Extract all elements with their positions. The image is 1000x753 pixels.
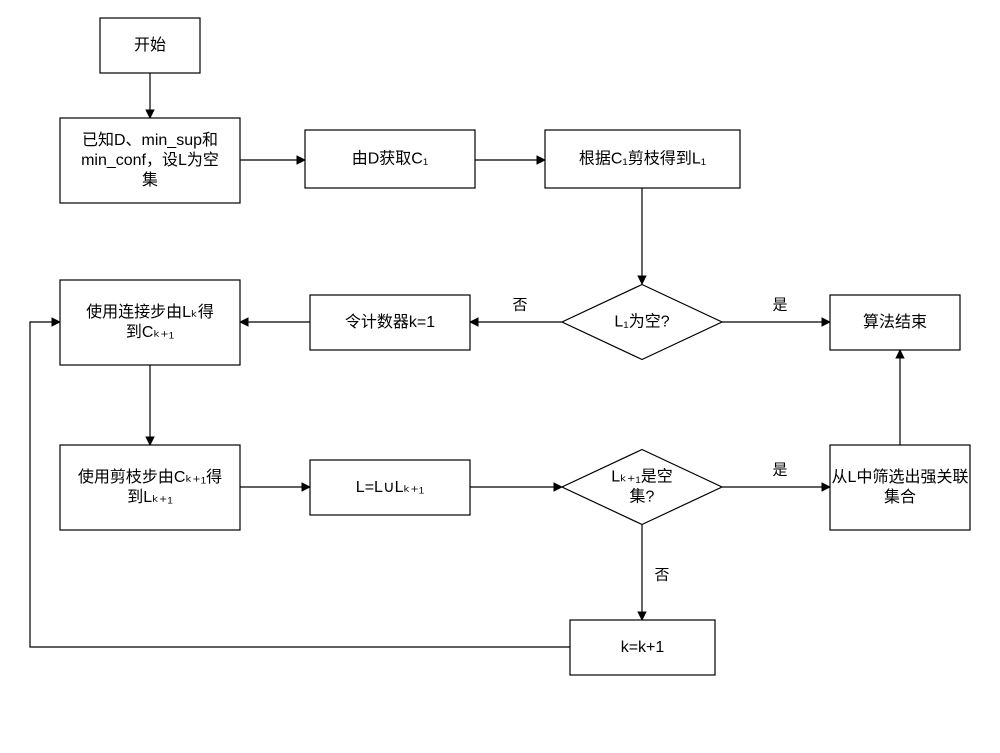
edge-label-l1empty-setk: 否	[512, 297, 527, 314]
node-kinc-line-0: k=k+1	[621, 639, 665, 656]
node-getC1-line-0: 由D获取C₁	[352, 150, 429, 168]
node-init-line-0: 已知D、min_sup和	[82, 131, 218, 149]
node-getC1: 由D获取C₁	[305, 130, 475, 188]
apriori-flowchart: 是否是否开始已知D、min_sup和min_conf，设L为空集由D获取C₁根据…	[0, 0, 1000, 753]
node-lkempty: Lₖ₊₁是空集?	[562, 450, 722, 525]
edge-label-l1empty-end: 是	[772, 297, 787, 314]
node-kinc: k=k+1	[570, 620, 715, 675]
node-init: 已知D、min_sup和 min_conf，设L为空集	[60, 118, 240, 203]
node-prune: 使用剪枝步由Cₖ₊₁得到Lₖ₊₁	[60, 445, 240, 530]
node-start-line-0: 开始	[134, 36, 166, 54]
nodes: 开始已知D、min_sup和 min_conf，设L为空集 由D获取C₁ 根据C₁剪枝…	[60, 18, 970, 675]
edge-label-lkempty-filter: 是	[772, 462, 787, 479]
node-lkempty-line-0: Lₖ₊₁是空	[611, 468, 673, 486]
node-filter: 从L中筛选出强关联集合	[830, 445, 970, 530]
node-prune-line-1: 到Lₖ₊₁	[127, 488, 173, 506]
node-setk-line-0: 令计数器k=1	[345, 313, 435, 331]
node-prune-line-0: 使用剪枝步由Cₖ₊₁得	[78, 468, 222, 486]
node-filter-line-0: 从L中筛选出强关联	[832, 467, 969, 486]
node-end-line-0: 算法结束	[863, 312, 927, 331]
node-pruneL1: 根据C₁剪枝得到L₁	[545, 130, 740, 188]
node-l1empty-line-0: L₁为空?	[614, 313, 669, 331]
node-union-line-0: L=L∪Lₖ₊₁	[356, 479, 424, 496]
node-lkempty-line-1: 集?	[630, 488, 655, 506]
node-init-line-2: 集	[142, 171, 158, 189]
node-join: 使用连接步由Lₖ得到Cₖ₊₁	[60, 280, 240, 365]
node-join-line-1: 到Cₖ₊₁	[126, 323, 174, 341]
node-filter-line-1: 集合	[884, 488, 916, 506]
edge-label-lkempty-kinc: 否	[654, 567, 669, 584]
node-join-line-0: 使用连接步由Lₖ得	[86, 303, 214, 321]
node-union: L=L∪Lₖ₊₁	[310, 460, 470, 515]
node-setk: 令计数器k=1	[310, 295, 470, 350]
node-pruneL1-line-0: 根据C₁剪枝得到L₁	[579, 150, 706, 168]
node-start: 开始	[100, 18, 200, 73]
node-end: 算法结束	[830, 295, 960, 350]
node-init-line-1: min_conf，设L为空	[81, 151, 219, 169]
node-l1empty: L₁为空?	[562, 285, 722, 360]
